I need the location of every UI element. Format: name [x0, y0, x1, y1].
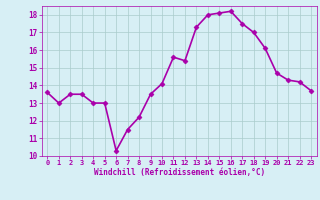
X-axis label: Windchill (Refroidissement éolien,°C): Windchill (Refroidissement éolien,°C) [94, 168, 265, 177]
